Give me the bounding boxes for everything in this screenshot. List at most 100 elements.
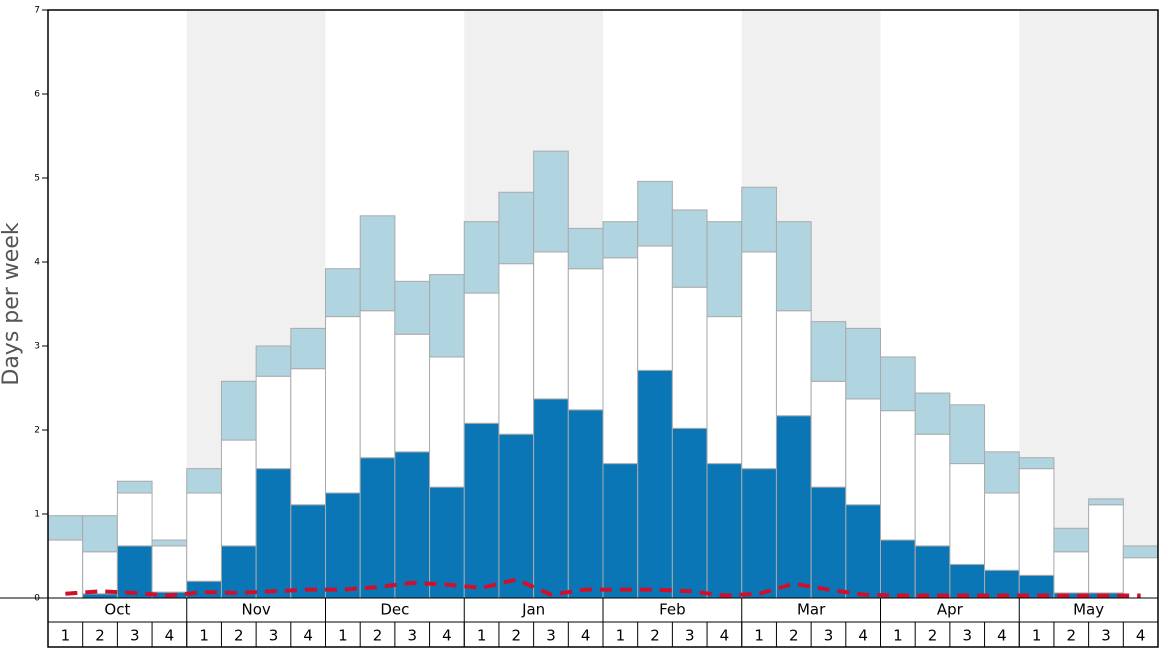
x-tick-label: 4 <box>442 627 452 645</box>
trend-line <box>65 577 1141 598</box>
bar-segment <box>220 545 257 599</box>
x-tick-label: 2 <box>95 627 105 645</box>
bar-segment <box>810 321 847 382</box>
x-tick-label: 2 <box>789 627 799 645</box>
bar-segment <box>359 215 396 312</box>
bar-segment <box>325 268 361 318</box>
month-label: May <box>1073 601 1104 619</box>
bar-segment <box>116 492 153 547</box>
y-tick-label: 6 <box>34 90 40 100</box>
bar-segment <box>567 227 604 270</box>
y-tick-label: 2 <box>34 426 40 436</box>
x-tick-label: 1 <box>477 627 487 645</box>
bar-segment <box>741 251 777 470</box>
bar-segment <box>498 191 535 265</box>
bar-segment <box>255 345 292 377</box>
bar-segment <box>463 292 500 424</box>
bar-segment <box>914 545 951 599</box>
x-tick-label: 2 <box>234 627 244 645</box>
bar-segment <box>949 404 986 465</box>
bar-segment <box>567 409 604 599</box>
x-tick-label: 4 <box>581 627 591 645</box>
x-tick-label: 1 <box>893 627 903 645</box>
y-tick-label: 3 <box>34 342 40 352</box>
x-tick-label: 1 <box>754 627 764 645</box>
x-tick-label: 3 <box>962 627 972 645</box>
bar-segment <box>914 433 951 547</box>
bar-segment <box>775 310 812 417</box>
bar-segment <box>1088 504 1124 594</box>
plot-border <box>47 9 1159 648</box>
bar-segment <box>186 468 222 494</box>
bar-segment <box>1122 545 1159 559</box>
bar-segment <box>533 398 569 599</box>
y-tick-label: 1 <box>34 510 40 520</box>
bar-segment <box>1018 468 1055 576</box>
bar-segment <box>1053 527 1090 553</box>
bar-segment <box>845 398 881 506</box>
bar-segment <box>810 486 847 599</box>
bar-segment <box>671 286 708 429</box>
y-tick-label: 5 <box>34 174 40 184</box>
bar-segment <box>116 480 153 494</box>
x-tick-label: 2 <box>512 627 522 645</box>
bar-segment <box>186 492 222 582</box>
bar-segment <box>637 245 673 371</box>
x-tick-label: 4 <box>303 627 313 645</box>
bar-segment <box>1088 498 1124 506</box>
bar-segment <box>290 504 326 599</box>
bar-segment <box>671 209 708 288</box>
bar-segment <box>602 463 639 599</box>
x-tick-label: 3 <box>824 627 834 645</box>
bar-segment <box>845 504 881 599</box>
bar-segment <box>82 551 118 595</box>
bar-segment <box>567 268 604 411</box>
x-tick-label: 1 <box>61 627 71 645</box>
x-tick-label: 1 <box>338 627 348 645</box>
x-tick-label: 3 <box>269 627 279 645</box>
bar-segment <box>255 468 292 599</box>
x-tick-label: 1 <box>1032 627 1042 645</box>
x-tick-label: 4 <box>997 627 1007 645</box>
bar-segment <box>151 545 188 593</box>
bar-segment <box>498 433 535 599</box>
x-tick-label: 2 <box>928 627 938 645</box>
bar-segment <box>949 563 986 599</box>
bar-segment <box>1122 557 1159 599</box>
bar-segment <box>914 392 951 435</box>
x-tick-label: 3 <box>1101 627 1111 645</box>
y-tick-label: 7 <box>34 6 40 16</box>
y-axis-label: Days per week <box>0 222 24 385</box>
bar-segment <box>498 263 535 435</box>
bar-segment <box>429 274 465 358</box>
bar-segment <box>775 221 812 312</box>
bar-segment <box>290 327 326 370</box>
bar-segment <box>706 463 743 599</box>
bar-segment <box>602 221 639 259</box>
bar-segment <box>880 410 916 541</box>
bar-segment <box>82 593 118 599</box>
bar-segment <box>47 515 84 541</box>
bar-segment <box>880 356 916 412</box>
bar-segment <box>220 380 257 441</box>
bar-segment <box>429 356 465 488</box>
month-label: Dec <box>380 601 409 619</box>
bar-segment <box>290 368 326 506</box>
bar-segment <box>741 186 777 253</box>
bar-segment <box>1053 551 1090 594</box>
x-tick-label: 4 <box>720 627 730 645</box>
bar-segment <box>429 486 465 599</box>
bar-segment <box>637 369 673 599</box>
bar-segment <box>706 221 743 318</box>
bar-segment <box>1018 457 1055 470</box>
month-label: Jan <box>521 601 545 619</box>
x-tick-label: 3 <box>546 627 556 645</box>
x-tick-label: 3 <box>407 627 417 645</box>
x-tick-label: 1 <box>616 627 626 645</box>
x-tick-label: 3 <box>130 627 140 645</box>
bar-segment <box>775 415 812 599</box>
bar-segment <box>984 451 1020 494</box>
bar-segment <box>359 457 396 599</box>
bar-segment <box>533 251 569 400</box>
